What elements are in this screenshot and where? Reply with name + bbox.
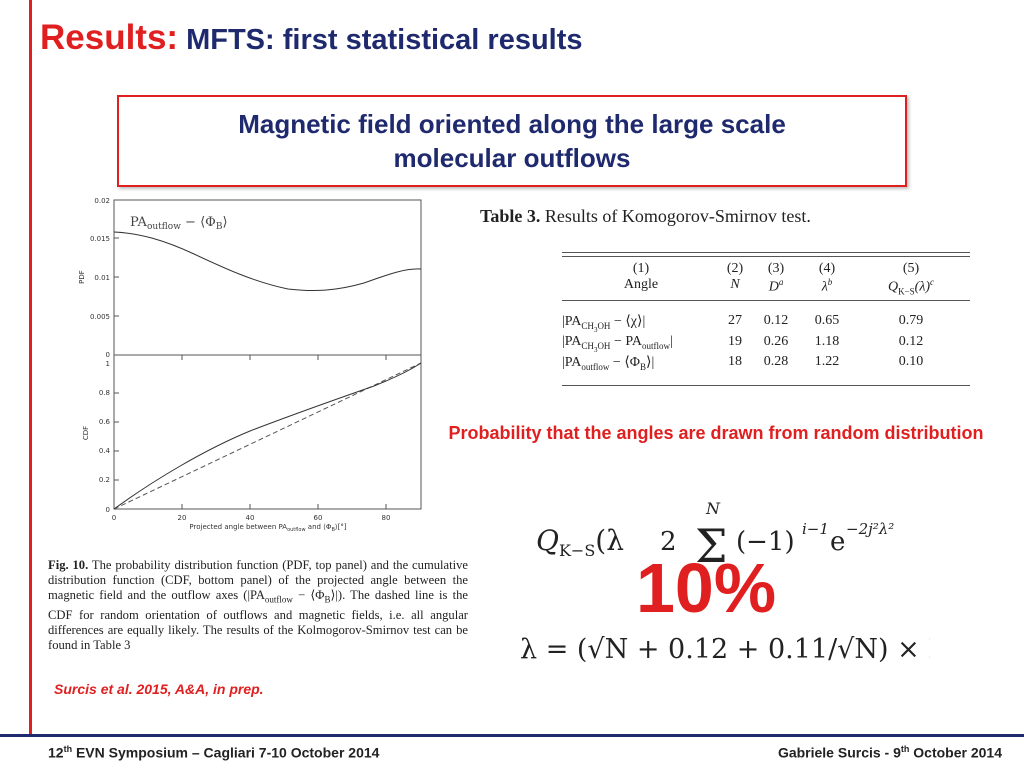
xtick: 60 bbox=[314, 514, 323, 522]
formula-sum-top: N bbox=[705, 499, 721, 518]
formula-term: (−1) bbox=[736, 527, 795, 557]
cdf-random-line bbox=[113, 362, 422, 510]
xtick: 0 bbox=[112, 514, 116, 522]
slide-title: Results: MFTS: first statistical results bbox=[40, 18, 583, 58]
cdf-ytick: 0.6 bbox=[99, 418, 111, 426]
cdf-panel-frame bbox=[113, 354, 422, 510]
cdf-ytick: 0.2 bbox=[99, 476, 110, 484]
table-rule bbox=[562, 385, 970, 387]
cdf-ytick: 0 bbox=[106, 506, 110, 514]
table-rule bbox=[562, 256, 970, 257]
subtitle-text: Magnetic field oriented along the large … bbox=[238, 109, 786, 173]
figure-caption: Fig. 10. The probability distribution fu… bbox=[48, 558, 469, 652]
xtick: 20 bbox=[178, 514, 187, 522]
ks-formula: QK−S(λ 2 N Σ (−1) i−1 e −2j²λ² λ = (√N +… bbox=[520, 499, 930, 662]
table-title: Table 3. Results of Komogorov-Smirnov te… bbox=[480, 206, 811, 226]
table-row: |PAoutflow − ⟨ΦB⟩| 18 0.28 1.22 0.10 bbox=[562, 353, 924, 372]
table-rule bbox=[562, 300, 970, 302]
formula-exp1: i−1 bbox=[802, 520, 829, 538]
pdf-ytick: 0.005 bbox=[90, 313, 110, 321]
formula-lambda: λ = (√N + 0.12 + 0.11/√N) × D bbox=[520, 634, 930, 662]
pdf-curve bbox=[113, 231, 422, 292]
pdf-ytick: 0.01 bbox=[94, 274, 110, 282]
cdf-ylabel: CDF bbox=[82, 426, 90, 440]
footer-rule bbox=[0, 734, 1024, 737]
subtitle-box: Magnetic field oriented along the large … bbox=[117, 95, 907, 187]
xtick: 80 bbox=[382, 514, 391, 522]
footer-author-date: Gabriele Surcis - 9th October 2014 bbox=[777, 744, 1002, 761]
cdf-curve bbox=[113, 362, 422, 510]
table-row: |PACH3OH − ⟨χ⟩| 27 0.12 0.65 0.79 bbox=[562, 313, 924, 335]
xtick: 40 bbox=[246, 514, 255, 522]
cdf-ytick: 1 bbox=[106, 360, 110, 368]
cdf-ytick: 0.8 bbox=[99, 389, 110, 397]
x-axis-label: Projected angle between PAoutflow and ⟨Φ… bbox=[189, 523, 346, 533]
probability-text: Probability that the angles are drawn fr… bbox=[448, 423, 984, 443]
formula-e: e bbox=[830, 527, 845, 557]
pdf-ytick: 0.02 bbox=[94, 197, 110, 205]
citation: Surcis et al. 2015, A&A, in prep. bbox=[54, 681, 264, 697]
pdf-ylabel: PDF bbox=[78, 270, 86, 284]
table-header-names: Angle N Da λb QK−S(λ)c bbox=[623, 277, 935, 297]
big-percentage: 10% bbox=[636, 549, 777, 627]
cdf-ytick: 0.4 bbox=[99, 447, 111, 455]
formula-coef: 2 bbox=[660, 527, 677, 557]
table-row: |PACH3OH − PAoutflow| 19 0.26 1.18 0.12 bbox=[562, 334, 924, 354]
pdf-ytick: 0 bbox=[106, 351, 110, 359]
pdf-cdf-figure: 0.02 0.015 0.01 0.005 0 1 0.8 0.6 0.4 0.… bbox=[78, 197, 422, 533]
title-main: Results: bbox=[40, 18, 179, 57]
title-sub: MFTS: first statistical results bbox=[186, 24, 583, 56]
footer-event: 12th EVN Symposium – Cagliari 7-10 Octob… bbox=[48, 744, 380, 761]
formula-exp2: −2j²λ² bbox=[846, 520, 894, 538]
ks-results-table: (1) (2) (3) (4) (5) Angle N Da λb QK−S(λ… bbox=[562, 252, 970, 387]
table-rule bbox=[562, 252, 970, 253]
formula-q: QK−S(λ bbox=[536, 524, 624, 560]
left-accent-bar bbox=[29, 0, 32, 736]
pdf-ytick: 0.015 bbox=[90, 235, 110, 243]
table-header-numbers: (1) (2) (3) (4) (5) bbox=[632, 261, 920, 276]
formula-sum: Σ bbox=[695, 519, 728, 573]
pdf-legend: PAoutflow − ⟨ΦB⟩ bbox=[130, 215, 228, 232]
